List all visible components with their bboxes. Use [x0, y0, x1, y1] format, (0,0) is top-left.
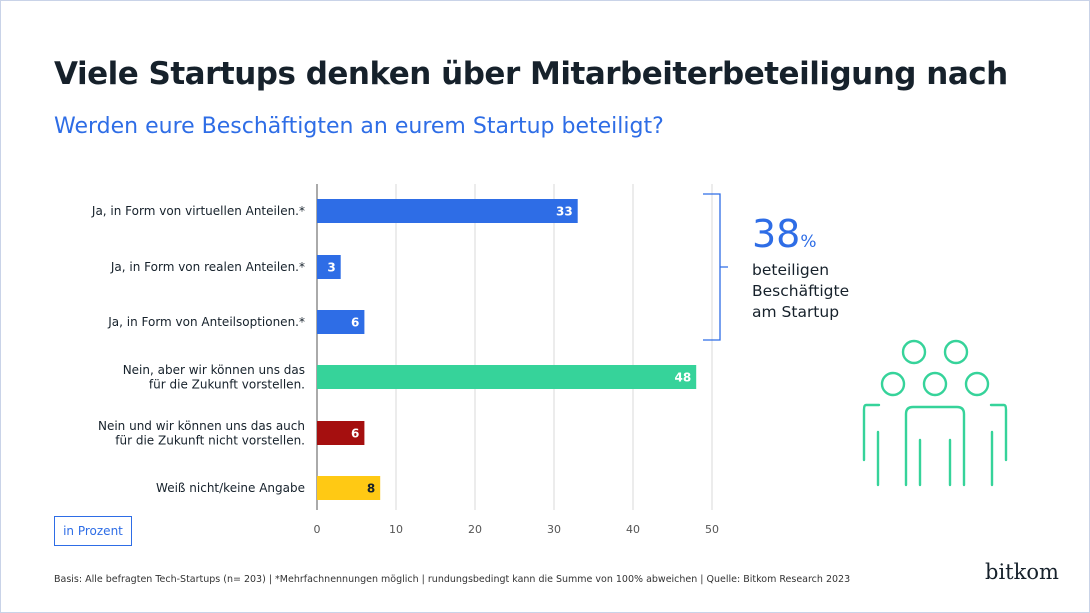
x-tick-label: 0 — [314, 523, 321, 536]
callout-number: 38 — [752, 212, 801, 256]
bar — [317, 421, 365, 445]
bar-value-label: 48 — [674, 371, 691, 385]
callout-bracket — [703, 193, 728, 341]
people-group-icon — [862, 339, 1008, 487]
category-label: Nein, aber wir können uns das — [123, 363, 305, 377]
page-title: Viele Startups denken über Mitarbeiterbe… — [54, 56, 1008, 92]
bar — [317, 199, 578, 223]
bar-value-label: 6 — [351, 427, 359, 441]
category-label: für die Zukunft nicht vorstellen. — [115, 433, 305, 447]
category-label: Nein und wir können uns das auch — [98, 419, 305, 433]
x-tick-label: 30 — [547, 523, 561, 536]
x-tick-label: 50 — [705, 523, 719, 536]
category-label: Weiß nicht/keine Angabe — [156, 481, 305, 495]
category-label: Ja, in Form von Anteilsoptionen.* — [107, 315, 305, 329]
footnote: Basis: Alle befragten Tech-Startups (n= … — [54, 574, 851, 585]
bar-value-label: 6 — [351, 316, 359, 330]
bar-value-label: 33 — [556, 205, 573, 219]
callout-line: Beschäftigte — [752, 282, 850, 300]
bar-value-label: 3 — [327, 261, 335, 275]
category-label: Ja, in Form von realen Anteilen.* — [110, 260, 305, 274]
unit-label: in Prozent — [54, 516, 132, 546]
bar — [317, 310, 365, 334]
bar — [317, 255, 341, 279]
page-subtitle: Werden eure Beschäftigten an eurem Start… — [54, 114, 664, 139]
callout-text: beteiligen Beschäftigte am Startup — [752, 260, 902, 323]
category-label: für die Zukunft vorstellen. — [149, 377, 305, 391]
bar — [317, 365, 697, 389]
bitkom-logo: bitkom — [985, 560, 1059, 584]
callout-line: am Startup — [752, 303, 840, 321]
x-tick-label: 40 — [626, 523, 640, 536]
callout-value: 38% — [752, 212, 817, 256]
x-tick-label: 20 — [468, 523, 482, 536]
callout-line: beteiligen — [752, 261, 830, 279]
x-tick-label: 10 — [389, 523, 403, 536]
bar — [317, 476, 381, 500]
callout-unit: % — [800, 232, 817, 252]
category-label: Ja, in Form von virtuellen Anteilen.* — [91, 204, 305, 218]
bar-value-label: 8 — [367, 482, 375, 496]
